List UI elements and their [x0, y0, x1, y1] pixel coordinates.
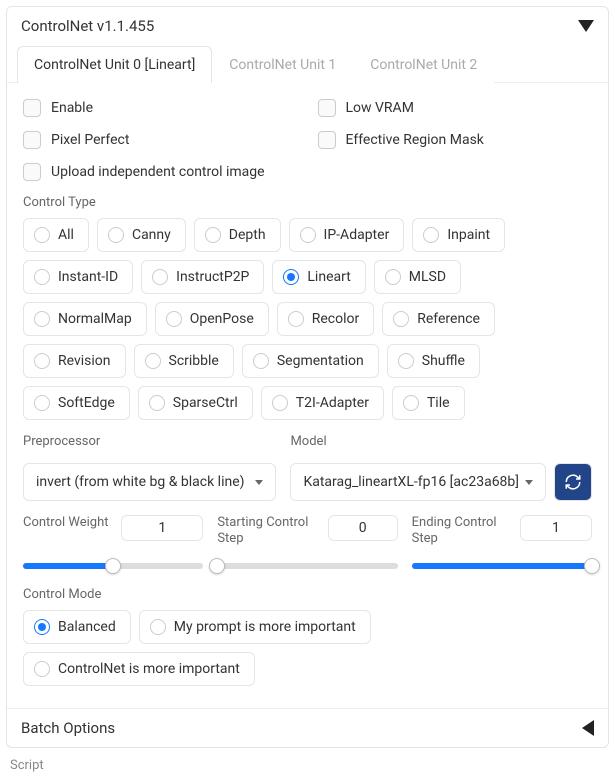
radio-icon: [34, 619, 50, 635]
control-type-inpaint[interactable]: Inpaint: [412, 218, 505, 252]
control-type-all[interactable]: All: [23, 218, 89, 252]
unit-tabs: ControlNet Unit 0 [Lineart]ControlNet Un…: [7, 45, 608, 83]
control-type-chips: AllCannyDepthIP-AdapterInpaint Instant-ID…: [23, 218, 592, 420]
sliders-row: Control Weight1 Starting Control Step0 E…: [23, 515, 592, 571]
control-type-t2i-adapter[interactable]: T2I-Adapter: [261, 386, 384, 420]
preprocessor-label: Preprocessor: [23, 434, 276, 449]
caret-down-icon: [525, 480, 533, 485]
control-type-scribble[interactable]: Scribble: [134, 344, 234, 378]
control-mode-controlnet-is-more-important[interactable]: ControlNet is more important: [23, 652, 255, 686]
starting-step-slider[interactable]: Starting Control Step0: [217, 515, 397, 571]
radio-icon: [403, 395, 419, 411]
controlnet-header[interactable]: ControlNet v1.1.455: [7, 7, 608, 45]
checkbox-icon: [318, 99, 336, 117]
controlnet-title: ControlNet v1.1.455: [21, 17, 154, 35]
radio-icon: [423, 227, 439, 243]
batch-options-title: Batch Options: [21, 719, 115, 737]
preprocessor-value: invert (from white bg & black line): [36, 474, 245, 490]
control-type-reference[interactable]: Reference: [382, 302, 495, 336]
control-mode-label: Control Mode: [23, 587, 592, 602]
radio-icon: [145, 353, 161, 369]
control-type-revision[interactable]: Revision: [23, 344, 126, 378]
control-mode-my-prompt-is-more-important[interactable]: My prompt is more important: [139, 610, 371, 644]
collapse-icon: [578, 20, 594, 32]
radio-icon: [34, 353, 50, 369]
checkbox-icon: [23, 163, 41, 181]
radio-icon: [205, 227, 221, 243]
radio-icon: [149, 395, 165, 411]
model-dropdown[interactable]: Katarag_lineartXL-fp16 [ac23a68b]: [290, 463, 546, 501]
control-type-recolor[interactable]: Recolor: [277, 302, 375, 336]
tab-controlnet-unit-2[interactable]: ControlNet Unit 2: [353, 46, 494, 83]
control-weight-slider[interactable]: Control Weight1: [23, 515, 203, 571]
ending-step-slider[interactable]: Ending Control Step1: [412, 515, 592, 571]
radio-icon: [283, 269, 299, 285]
batch-options-header[interactable]: Batch Options: [7, 708, 608, 747]
low-vram-checkbox[interactable]: Low VRAM: [318, 99, 593, 117]
controlnet-panel: ControlNet v1.1.455 ControlNet Unit 0 [L…: [6, 6, 609, 748]
tab-controlnet-unit-1[interactable]: ControlNet Unit 1: [212, 46, 353, 83]
control-type-canny[interactable]: Canny: [97, 218, 186, 252]
control-type-shuffle[interactable]: Shuffle: [387, 344, 480, 378]
expand-icon: [582, 720, 594, 736]
radio-icon: [34, 395, 50, 411]
control-weight-value[interactable]: 1: [121, 515, 203, 541]
checkbox-icon: [23, 99, 41, 117]
control-type-mlsd[interactable]: MLSD: [374, 260, 461, 294]
radio-icon: [34, 661, 50, 677]
control-type-tile[interactable]: Tile: [392, 386, 465, 420]
radio-icon: [253, 353, 269, 369]
control-type-softedge[interactable]: SoftEdge: [23, 386, 130, 420]
model-label: Model: [290, 434, 592, 449]
enable-checkbox[interactable]: Enable: [23, 99, 298, 117]
radio-icon: [150, 619, 166, 635]
radio-icon: [288, 311, 304, 327]
control-type-instant-id[interactable]: Instant-ID: [23, 260, 133, 294]
control-type-lineart[interactable]: Lineart: [272, 260, 365, 294]
control-type-sparsectrl[interactable]: SparseCtrl: [138, 386, 253, 420]
radio-icon: [34, 227, 50, 243]
radio-icon: [108, 227, 124, 243]
caret-down-icon: [255, 480, 263, 485]
model-value: Katarag_lineartXL-fp16 [ac23a68b]: [303, 474, 519, 490]
radio-icon: [272, 395, 288, 411]
radio-icon: [34, 311, 50, 327]
radio-icon: [385, 269, 401, 285]
pixel-perfect-checkbox[interactable]: Pixel Perfect: [23, 131, 298, 149]
unit-content: Enable Low VRAM Pixel Perfect Effective …: [7, 83, 608, 708]
script-label: Script: [10, 758, 605, 773]
radio-icon: [393, 311, 409, 327]
control-type-normalmap[interactable]: NormalMap: [23, 302, 147, 336]
checkbox-icon: [318, 131, 336, 149]
control-mode-balanced[interactable]: Balanced: [23, 610, 131, 644]
ending-step-value[interactable]: 1: [520, 515, 592, 541]
upload-independent-checkbox[interactable]: Upload independent control image: [23, 163, 592, 181]
control-type-instructp2p[interactable]: InstructP2P: [141, 260, 264, 294]
refresh-icon: [564, 473, 582, 491]
radio-icon: [34, 269, 50, 285]
control-type-openpose[interactable]: OpenPose: [155, 302, 269, 336]
control-type-depth[interactable]: Depth: [194, 218, 281, 252]
control-type-label: Control Type: [23, 195, 592, 210]
preprocessor-dropdown[interactable]: invert (from white bg & black line): [23, 463, 276, 501]
radio-icon: [398, 353, 414, 369]
checkbox-icon: [23, 131, 41, 149]
radio-icon: [166, 311, 182, 327]
refresh-model-button[interactable]: [554, 463, 592, 501]
control-type-ip-adapter[interactable]: IP-Adapter: [289, 218, 405, 252]
effective-region-checkbox[interactable]: Effective Region Mask: [318, 131, 593, 149]
starting-step-value[interactable]: 0: [328, 515, 398, 541]
control-mode-chips: BalancedMy prompt is more important Contr…: [23, 610, 592, 686]
radio-icon: [152, 269, 168, 285]
tab-controlnet-unit-0-lineart-[interactable]: ControlNet Unit 0 [Lineart]: [17, 46, 212, 83]
control-type-segmentation[interactable]: Segmentation: [242, 344, 379, 378]
radio-icon: [300, 227, 316, 243]
